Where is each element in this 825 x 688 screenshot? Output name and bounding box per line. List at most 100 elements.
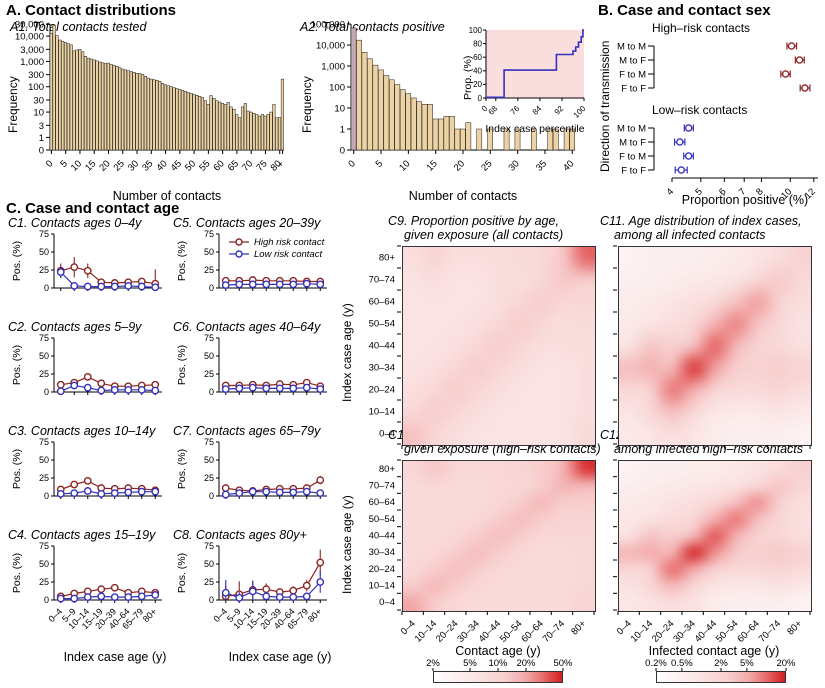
svg-text:75: 75 (39, 437, 49, 447)
svg-text:60: 60 (212, 158, 227, 173)
svg-text:0–4: 0–4 (379, 597, 395, 608)
b-dotplot: High–risk contacts M to M M to F F to M F to… (617, 21, 818, 207)
svg-text:Number of contacts: Number of contacts (113, 189, 221, 203)
c12-xlabel: Infected contact age (y) (648, 644, 780, 658)
c-left-xlabel: Index case age (y) (63, 650, 167, 664)
svg-text:4: 4 (665, 186, 677, 198)
svg-text:F to F: F to F (621, 166, 646, 177)
heatmap-c11 (618, 246, 812, 446)
c1-lineplot: 0 25 50 75 Pos. (%) (11, 229, 162, 293)
svg-text:0: 0 (39, 146, 44, 157)
colorbar-proportion-gradient (433, 671, 563, 683)
svg-text:8: 8 (754, 186, 766, 198)
svg-text:75: 75 (204, 229, 214, 239)
svg-text:50: 50 (204, 559, 214, 569)
svg-text:20–24: 20–24 (369, 385, 395, 396)
svg-text:40: 40 (154, 158, 169, 173)
svg-text:10,000: 10,000 (15, 32, 44, 43)
svg-text:30–34: 30–34 (369, 547, 395, 558)
svg-text:35: 35 (534, 158, 549, 173)
svg-text:70–74: 70–74 (369, 275, 395, 286)
svg-text:1,000: 1,000 (20, 57, 44, 68)
svg-text:5%: 5% (463, 658, 477, 669)
svg-text:92: 92 (553, 104, 566, 117)
svg-text:Pos. (%): Pos. (%) (11, 345, 23, 385)
svg-text:50: 50 (39, 351, 49, 361)
heatmap-c9 (402, 246, 596, 446)
svg-text:Number of contacts: Number of contacts (409, 189, 517, 203)
svg-text:68: 68 (487, 104, 500, 117)
c5-title: C5. Contacts ages 20–39y (173, 216, 321, 230)
svg-text:0–4: 0–4 (399, 618, 418, 637)
svg-text:15: 15 (425, 158, 440, 173)
svg-text:40: 40 (473, 67, 482, 76)
c4-title: C4. Contacts ages 15–19y (8, 528, 156, 542)
svg-text:70–74: 70–74 (541, 618, 567, 644)
svg-text:Index case percentile: Index case percentile (485, 123, 584, 135)
svg-text:40–44: 40–44 (477, 618, 503, 644)
svg-text:0: 0 (44, 595, 49, 605)
svg-text:35: 35 (140, 158, 155, 173)
c7-lineplot: 0 25 50 75 Pos. (%) (176, 437, 327, 501)
svg-text:60–64: 60–64 (369, 497, 395, 508)
svg-text:10: 10 (69, 158, 84, 173)
svg-text:70: 70 (240, 158, 255, 173)
svg-text:10: 10 (33, 108, 44, 119)
a2-title: A2. Total contacts positive (300, 20, 445, 34)
svg-text:0: 0 (480, 104, 490, 114)
svg-text:30: 30 (506, 158, 521, 173)
svg-text:0: 0 (209, 283, 214, 293)
svg-text:84: 84 (531, 104, 544, 117)
svg-text:80+: 80+ (141, 606, 159, 624)
svg-text:F to M: F to M (619, 70, 646, 81)
panel-b-header: B. Case and contact sex (598, 2, 771, 19)
svg-text:1,000: 1,000 (321, 62, 345, 73)
svg-text:10–14: 10–14 (629, 618, 655, 644)
svg-text:20–24: 20–24 (369, 564, 395, 575)
svg-text:50–54: 50–54 (714, 618, 740, 644)
svg-text:5: 5 (693, 186, 705, 198)
svg-text:40–44: 40–44 (369, 531, 395, 542)
svg-text:50: 50 (204, 247, 214, 257)
colorbar-distribution: 0.2% 0.5% 2% 5% 20% (645, 656, 796, 686)
svg-text:M to F: M to F (619, 138, 646, 149)
panel-a-header: A. Contact distributions (6, 2, 176, 19)
a1-title: A1. Total contacts tested (10, 20, 147, 34)
svg-text:10: 10 (334, 104, 345, 115)
svg-text:0: 0 (44, 491, 49, 501)
colorbar-distribution-gradient (656, 671, 786, 683)
svg-text:25: 25 (39, 369, 49, 379)
svg-text:25: 25 (204, 473, 214, 483)
c8-title: C8. Contacts ages 80y+ (173, 528, 307, 542)
svg-text:Pos. (%): Pos. (%) (176, 449, 188, 489)
svg-text:20%: 20% (776, 658, 796, 669)
svg-text:10–14: 10–14 (369, 407, 395, 418)
svg-text:80+: 80+ (306, 606, 324, 624)
svg-text:M to M: M to M (617, 42, 646, 53)
c3-title: C3. Contacts ages 10–14y (8, 424, 156, 438)
svg-text:0: 0 (346, 158, 358, 170)
svg-text:25: 25 (39, 473, 49, 483)
c10-xlabel: Contact age (y) (455, 644, 541, 658)
svg-text:76: 76 (509, 104, 522, 117)
svg-text:40: 40 (561, 158, 576, 173)
svg-text:30–34: 30–34 (455, 618, 481, 644)
svg-text:100,000: 100,000 (311, 20, 345, 31)
svg-text:2%: 2% (426, 658, 440, 669)
svg-text:10: 10 (397, 158, 412, 173)
svg-text:0: 0 (44, 283, 49, 293)
heatmap-c12 (618, 460, 812, 612)
svg-text:80+: 80+ (785, 618, 804, 637)
svg-text:10–14: 10–14 (369, 581, 395, 592)
svg-text:20: 20 (452, 158, 467, 173)
svg-text:75: 75 (254, 158, 269, 173)
svg-text:50: 50 (183, 158, 198, 173)
c2-lineplot: 0 25 50 75 Pos. (%) (11, 333, 162, 397)
svg-text:0: 0 (44, 387, 49, 397)
svg-text:25: 25 (39, 265, 49, 275)
svg-text:0: 0 (340, 146, 345, 157)
svg-text:0: 0 (209, 595, 214, 605)
svg-text:60–64: 60–64 (519, 618, 545, 644)
